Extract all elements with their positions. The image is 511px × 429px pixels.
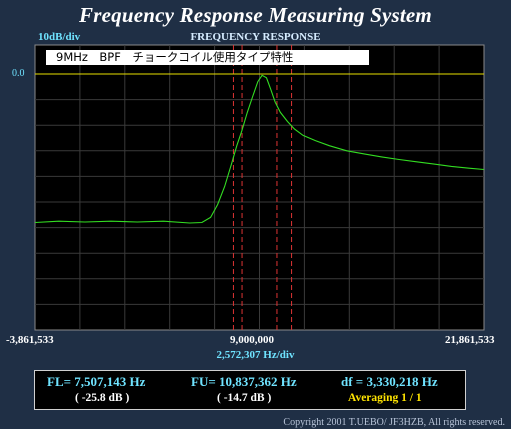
lower-frequency-value: FL= 7,507,143 Hz [47, 374, 146, 389]
y-reference-label: 0.0 [12, 68, 25, 79]
response-trace [34, 74, 485, 224]
results-panel: FL= 7,507,143 Hz ( -25.8 dB ) FU= 10,837… [34, 370, 466, 410]
upper-frequency-db: ( -14.7 dB ) [217, 392, 272, 404]
note-label: 9MHz BPF チョークコイル使用タイプ特性 [46, 50, 369, 65]
averaging-status: Averaging 1 / 1 [348, 392, 422, 404]
bandwidth-value: df = 3,330,218 Hz [341, 374, 438, 389]
y-scale-label: 10dB/div [38, 31, 81, 43]
x-tick-left: -3,861,533 [6, 334, 54, 346]
x-tick-center: 9,000,000 [230, 334, 274, 346]
x-tick-right: 21,861,533 [445, 334, 495, 346]
app-title: Frequency Response Measuring System [79, 3, 432, 27]
graph-title: FREQUENCY RESPONSE [190, 31, 321, 43]
x-division-label: 2,572,307 Hz/div [216, 349, 295, 361]
copyright-text: Copyright 2001 T.UEBO/ JF3HZB, All right… [283, 417, 505, 428]
lower-frequency-db: ( -25.8 dB ) [75, 392, 130, 404]
upper-frequency-value: FU= 10,837,362 Hz [191, 374, 297, 389]
